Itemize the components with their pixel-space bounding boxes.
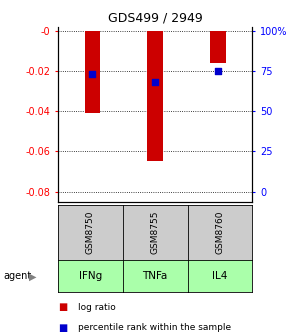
Text: IL4: IL4 xyxy=(212,271,228,281)
Bar xyxy=(85,31,100,113)
Text: TNFa: TNFa xyxy=(142,271,168,281)
Title: GDS499 / 2949: GDS499 / 2949 xyxy=(108,11,202,24)
Text: ▶: ▶ xyxy=(29,271,37,281)
Bar xyxy=(210,31,226,63)
Text: log ratio: log ratio xyxy=(78,303,116,312)
Text: ■: ■ xyxy=(58,323,67,333)
Bar xyxy=(147,31,163,161)
Point xyxy=(90,72,95,77)
Text: GSM8760: GSM8760 xyxy=(215,211,224,254)
Point xyxy=(153,80,157,85)
Text: GSM8755: GSM8755 xyxy=(151,211,160,254)
Text: ■: ■ xyxy=(58,302,67,312)
Text: percentile rank within the sample: percentile rank within the sample xyxy=(78,323,231,332)
Text: agent: agent xyxy=(3,271,31,281)
Text: IFNg: IFNg xyxy=(79,271,102,281)
Point xyxy=(215,68,220,74)
Text: GSM8750: GSM8750 xyxy=(86,211,95,254)
